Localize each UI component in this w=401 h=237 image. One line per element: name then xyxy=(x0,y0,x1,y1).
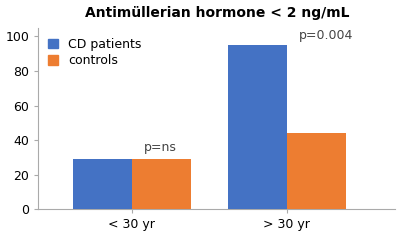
Title: Antimüllerian hormone < 2 ng/mL: Antimüllerian hormone < 2 ng/mL xyxy=(85,5,349,20)
Legend: CD patients, controls: CD patients, controls xyxy=(45,34,146,71)
Bar xyxy=(73,159,132,210)
Bar xyxy=(287,133,346,210)
Bar xyxy=(132,159,190,210)
Text: p=ns: p=ns xyxy=(144,141,177,154)
Text: p=0.004: p=0.004 xyxy=(299,28,354,41)
Bar xyxy=(228,45,287,210)
